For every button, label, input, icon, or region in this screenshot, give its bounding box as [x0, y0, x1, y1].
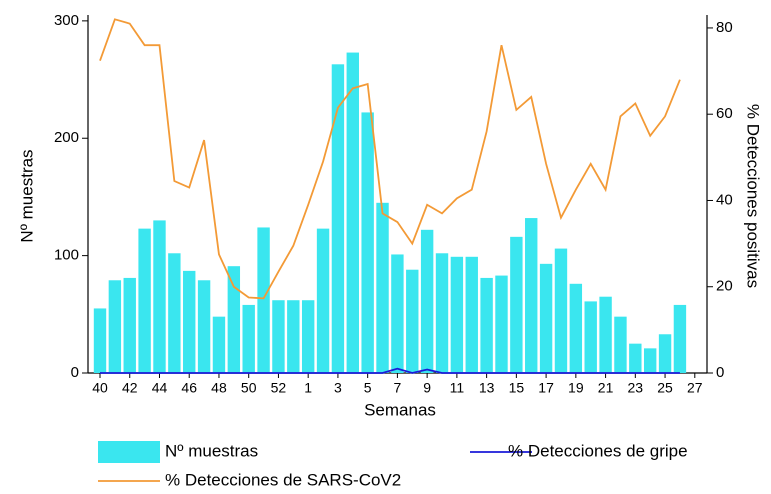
line	[99, 18, 681, 300]
bar	[614, 316, 627, 373]
bar	[584, 301, 597, 373]
bar	[227, 266, 241, 373]
legend-swatch	[98, 441, 160, 463]
y2-tick-label: 40	[716, 191, 733, 208]
bar	[183, 270, 196, 373]
x-tick-label: 52	[271, 380, 287, 396]
x-tick-label: 13	[479, 380, 495, 396]
legend-label: Nº muestras	[165, 441, 258, 460]
bar	[435, 253, 449, 373]
x-tick-label: 44	[152, 380, 168, 396]
y2-tick-label: 80	[716, 19, 733, 36]
x-tick-label: 15	[509, 380, 525, 396]
x-tick-label: 5	[364, 380, 372, 396]
line	[100, 367, 680, 374]
x-tick-label: 48	[211, 380, 227, 396]
bar	[420, 229, 434, 373]
bar	[658, 334, 672, 373]
bar	[316, 228, 330, 373]
bar	[272, 300, 285, 373]
bar	[108, 280, 122, 373]
x-tick-label: 40	[92, 380, 108, 396]
x-tick-label: 1	[304, 380, 312, 396]
x-axis-label: Semanas	[364, 400, 436, 419]
bar	[599, 296, 612, 373]
legend-label: % Detecciones de SARS-CoV2	[165, 470, 401, 489]
y-tick-label: 0	[71, 364, 79, 381]
bar	[495, 275, 508, 373]
x-tick-label: 21	[598, 380, 614, 396]
x-tick-label: 23	[628, 380, 644, 396]
x-tick-label: 25	[657, 380, 673, 396]
y-tick-label: 300	[54, 12, 79, 29]
x-tick-label: 3	[334, 380, 342, 396]
y2-axis-label: % Detecciones positivas	[744, 104, 763, 288]
y-tick-label: 200	[54, 129, 79, 146]
legend-label: % Detecciones de gripe	[508, 441, 688, 460]
bar	[391, 254, 404, 373]
x-tick-label: 19	[568, 380, 584, 396]
bar	[93, 308, 107, 373]
bar	[643, 348, 657, 373]
y2-tick-label: 60	[716, 105, 733, 122]
bar	[242, 304, 255, 373]
x-tick-label: 11	[450, 380, 465, 396]
x-tick-label: 27	[687, 380, 703, 396]
y2-tick-label: 20	[716, 278, 733, 295]
bar	[554, 248, 568, 373]
bar	[346, 52, 359, 373]
x-tick-label: 7	[394, 380, 402, 396]
bar	[376, 202, 389, 373]
x-tick-label: 50	[241, 380, 257, 396]
x-tick-label: 42	[122, 380, 138, 396]
x-tick-label: 9	[423, 380, 431, 396]
bar	[331, 64, 345, 373]
bar	[406, 269, 419, 373]
bar	[629, 343, 642, 373]
y-tick-label: 100	[54, 247, 79, 264]
bar	[301, 300, 315, 373]
bar	[168, 253, 181, 373]
bar	[673, 304, 687, 373]
bar	[569, 283, 583, 373]
y2-tick-label: 0	[716, 364, 724, 381]
bar	[197, 280, 211, 373]
y-axis-label: Nº muestras	[17, 149, 36, 242]
bar	[212, 316, 226, 373]
bar	[539, 263, 553, 373]
bar	[153, 220, 166, 373]
bar	[465, 256, 478, 373]
bar	[123, 277, 136, 373]
x-tick-label: 17	[538, 380, 554, 396]
bar	[450, 256, 464, 373]
bar	[361, 112, 374, 374]
bar	[257, 227, 270, 373]
bar	[287, 300, 300, 373]
x-tick-label: 46	[181, 380, 197, 396]
bar	[480, 277, 493, 373]
bar	[138, 228, 151, 373]
bar	[525, 218, 538, 373]
bar	[510, 236, 523, 373]
